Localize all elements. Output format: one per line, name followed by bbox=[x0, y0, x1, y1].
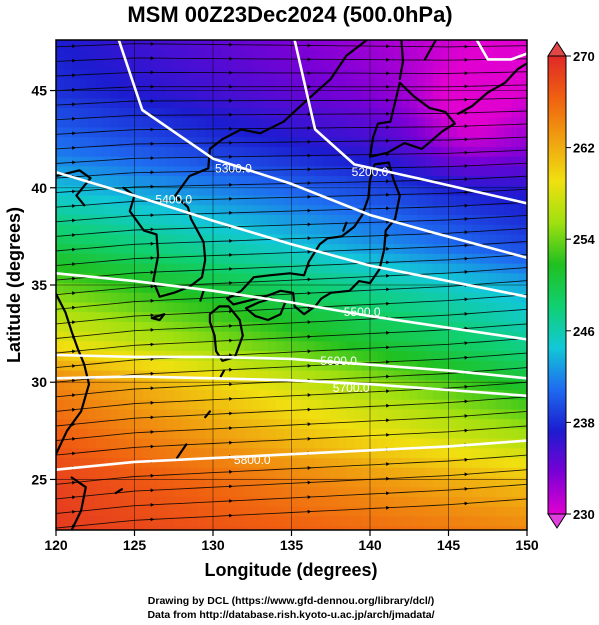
height-contours: 5200.0 5300.0 5400.0 5500.0 5600.0 5700.0 5800… bbox=[56, 40, 527, 471]
x-tick-label: 145 bbox=[437, 537, 461, 553]
height-contour bbox=[56, 375, 527, 398]
y-tick-label: 30 bbox=[31, 374, 47, 390]
colorbar: 230 238 246 254 262 270 bbox=[547, 41, 595, 529]
x-tick-label: 130 bbox=[201, 537, 225, 553]
colorbar-tick-label: 238 bbox=[573, 415, 595, 430]
contour-label: 5300.0 bbox=[215, 161, 252, 175]
grid-lines bbox=[56, 40, 527, 530]
y-tick-label: 40 bbox=[31, 180, 47, 196]
x-tick-label: 140 bbox=[358, 537, 382, 553]
height-contour bbox=[56, 272, 527, 341]
credit-line-1: Drawing by DCL (https://www.gfd-dennou.o… bbox=[148, 595, 434, 607]
x-axis-label: Longitude (degrees) bbox=[204, 560, 377, 580]
contour-label: 5700.0 bbox=[333, 381, 370, 395]
x-axis-ticks: 120 125 130 135 140 145 150 bbox=[44, 530, 539, 553]
contour-label: 5500.0 bbox=[344, 305, 381, 319]
x-tick-label: 125 bbox=[123, 537, 147, 553]
colorbar-top-triangle bbox=[547, 41, 567, 57]
credit-line-2: Data from http://database.rish.kyoto-u.a… bbox=[147, 609, 434, 621]
height-contour bbox=[56, 170, 527, 298]
colorbar-ticks: 230 238 246 254 262 270 bbox=[566, 49, 595, 522]
colorbar-tick-label: 230 bbox=[573, 507, 595, 522]
chart-title: MSM 00Z23Dec2024 (500.0hPa) bbox=[127, 2, 452, 27]
colorbar-bar bbox=[547, 55, 567, 515]
y-axis-label: Latitude (degrees) bbox=[4, 207, 24, 363]
y-tick-label: 35 bbox=[31, 277, 47, 293]
height-contour bbox=[117, 40, 527, 260]
colorbar-tick-label: 246 bbox=[573, 324, 595, 339]
y-axis-ticks: 25 30 35 40 45 bbox=[31, 83, 56, 487]
colorbar-tick-label: 254 bbox=[573, 232, 595, 247]
contour-label: 5600.0 bbox=[320, 354, 357, 368]
x-tick-label: 135 bbox=[280, 537, 304, 553]
contour-label: 5400.0 bbox=[155, 192, 192, 206]
colorbar-tick-label: 262 bbox=[573, 141, 595, 156]
contour-label: 5800.0 bbox=[234, 453, 271, 467]
x-tick-label: 150 bbox=[515, 537, 539, 553]
height-contour bbox=[56, 353, 527, 380]
height-contour bbox=[475, 40, 527, 61]
plot-area: 5200.0 5300.0 5400.0 5500.0 5600.0 5700.0 5800… bbox=[56, 40, 527, 530]
y-tick-label: 25 bbox=[31, 471, 47, 487]
y-tick-label: 45 bbox=[31, 83, 47, 99]
colorbar-bottom-triangle bbox=[547, 513, 567, 529]
height-contour bbox=[293, 40, 527, 205]
x-tick-label: 120 bbox=[44, 537, 68, 553]
contour-label: 5200.0 bbox=[352, 165, 389, 179]
colorbar-tick-label: 270 bbox=[573, 49, 595, 64]
height-contour bbox=[56, 439, 527, 471]
